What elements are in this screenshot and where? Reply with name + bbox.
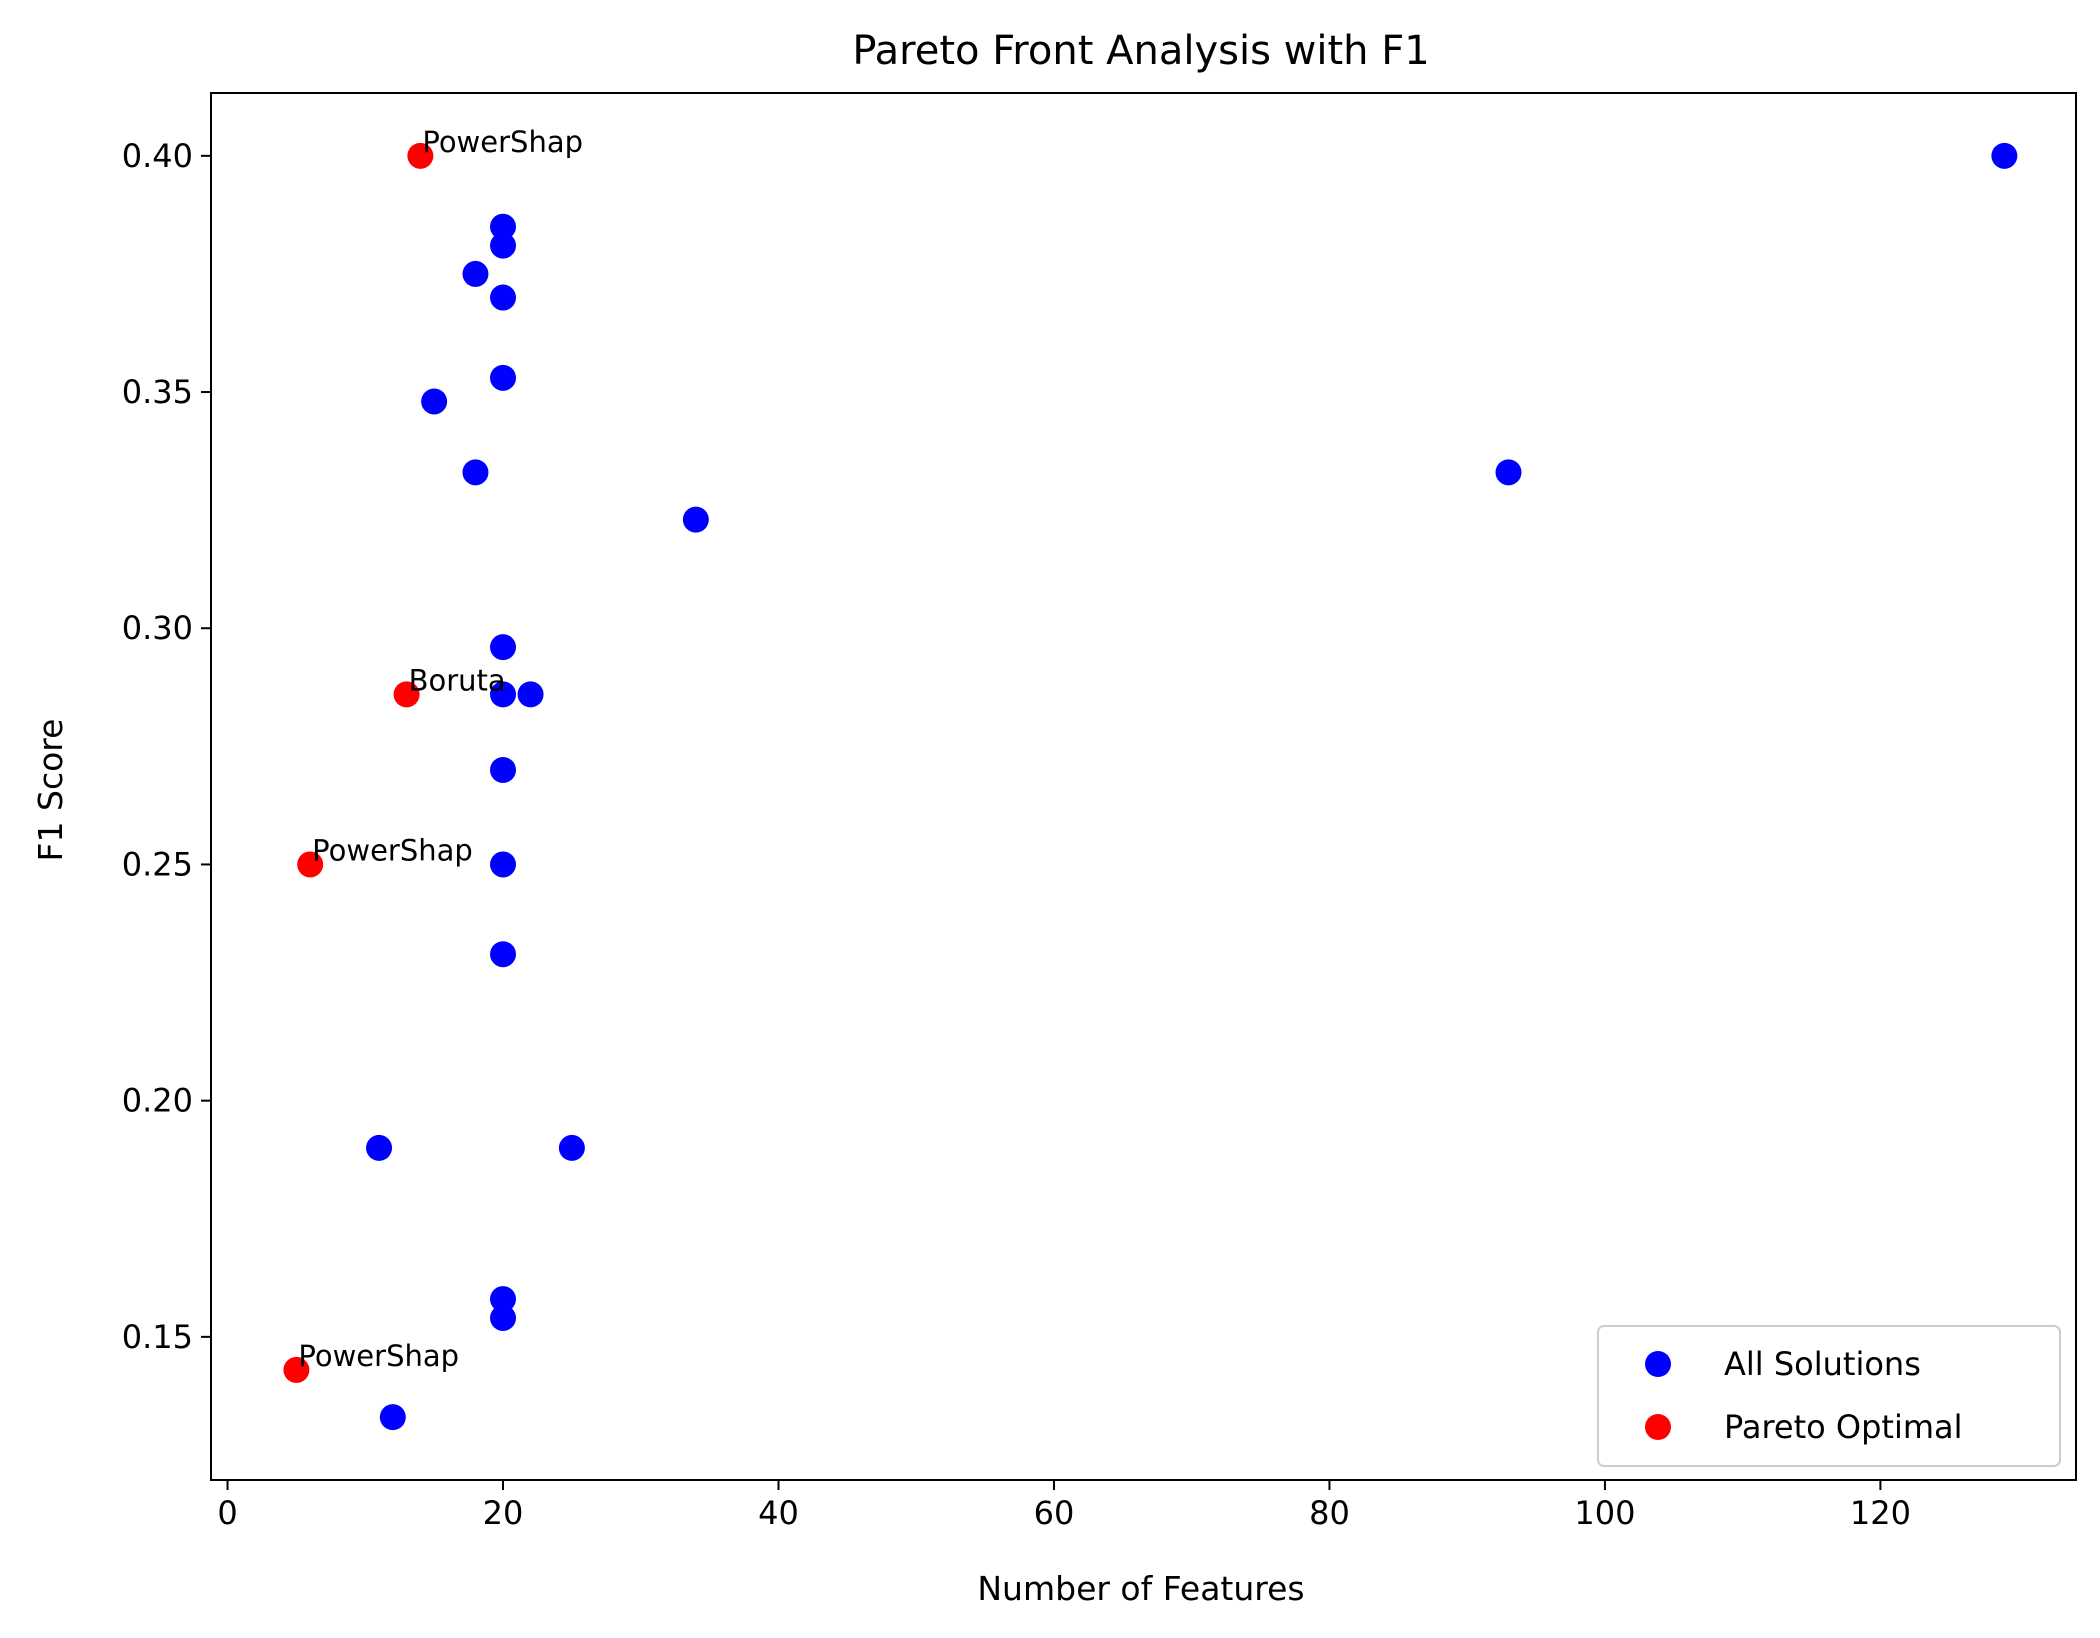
solution-point xyxy=(462,459,489,486)
solution-point xyxy=(490,941,517,968)
y-tick-label: 0.30 xyxy=(122,609,193,647)
solution-point xyxy=(490,284,517,311)
solution-point xyxy=(379,1404,406,1431)
x-tick-label: 100 xyxy=(1574,1494,1635,1532)
legend-entry: All Solutions xyxy=(1724,1345,1921,1383)
legend: All Solutions Pareto Optimal xyxy=(1597,1325,2061,1467)
pareto-optimal-point xyxy=(297,851,324,878)
solution-point xyxy=(558,1134,585,1161)
legend-box xyxy=(1597,1325,2061,1467)
x-tick-label: 120 xyxy=(1850,1494,1911,1532)
point-annotation: Boruta xyxy=(409,663,506,697)
solution-point xyxy=(490,364,517,391)
solution-point xyxy=(490,851,517,878)
solution-point xyxy=(421,388,448,415)
y-tick-label: 0.40 xyxy=(122,137,193,175)
x-tick-label: 0 xyxy=(217,1494,237,1532)
solution-point xyxy=(517,681,544,708)
solution-point xyxy=(490,232,517,259)
legend-marker xyxy=(1645,1414,1671,1440)
solution-point xyxy=(490,634,517,661)
plot-frame xyxy=(210,92,2077,1481)
y-tick-label: 0.20 xyxy=(122,1082,193,1120)
point-annotation: PowerShap xyxy=(422,125,583,159)
y-tick-label: 0.25 xyxy=(122,845,193,883)
y-tick-label: 0.15 xyxy=(122,1318,193,1356)
solution-point xyxy=(366,1134,393,1161)
solution-point xyxy=(682,506,709,533)
solution-point xyxy=(490,1304,517,1331)
x-tick-label: 20 xyxy=(483,1494,524,1532)
solution-point xyxy=(490,681,517,708)
solution-point xyxy=(490,756,517,783)
solution-point xyxy=(1991,142,2018,169)
solution-point xyxy=(462,260,489,287)
solution-point xyxy=(1495,459,1522,486)
legend-marker xyxy=(1645,1351,1671,1377)
pareto-optimal-point xyxy=(407,142,434,169)
y-axis-label: F1 Score xyxy=(31,719,70,862)
pareto-optimal-point xyxy=(393,681,420,708)
legend-entry: Pareto Optimal xyxy=(1724,1408,1963,1446)
y-tick-label: 0.35 xyxy=(122,373,193,411)
solution-point xyxy=(490,213,517,240)
x-tick-label: 60 xyxy=(1034,1494,1075,1532)
x-tick-label: 80 xyxy=(1309,1494,1350,1532)
x-tick-label: 40 xyxy=(758,1494,799,1532)
point-annotation: PowerShap xyxy=(312,833,473,867)
chart-title: Pareto Front Analysis with F1 xyxy=(852,28,1429,74)
pareto-optimal-point xyxy=(283,1356,310,1383)
x-axis-label: Number of Features xyxy=(977,1569,1304,1608)
solution-point xyxy=(490,1286,517,1313)
point-annotation: PowerShap xyxy=(298,1339,459,1373)
